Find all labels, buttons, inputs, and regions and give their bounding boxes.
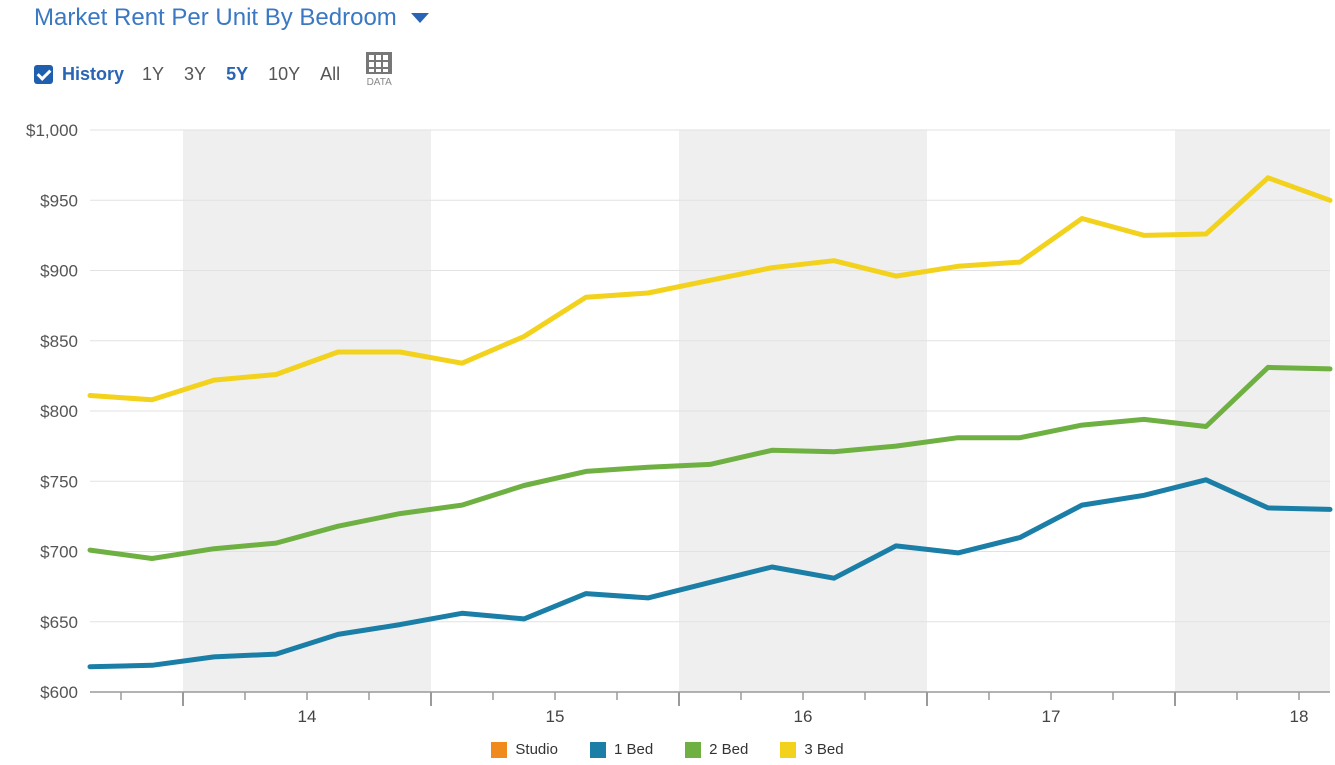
range-3y-button[interactable]: 3Y bbox=[184, 63, 207, 84]
legend-swatch-studio bbox=[491, 741, 508, 758]
legend-item-1-bed[interactable]: 1 Bed bbox=[589, 741, 654, 758]
range-10y-button[interactable]: 10Y bbox=[268, 63, 301, 84]
grid-icon bbox=[366, 52, 393, 74]
range-5y-button[interactable]: 5Y bbox=[226, 63, 249, 84]
line-chart: $600 $650 $700 $750 $800 $850 $900 $950 $1,000 14… bbox=[26, 121, 1333, 726]
x-tick-label: 15 bbox=[546, 707, 565, 726]
legend-label-2-bed: 2 Bed bbox=[709, 741, 749, 758]
y-tick-label: $750 bbox=[40, 472, 78, 491]
legend-item-studio[interactable]: Studio bbox=[491, 741, 558, 758]
chart-legend: Studio 1 Bed 2 Bed 3 Bed bbox=[0, 741, 1335, 758]
legend-item-3-bed[interactable]: 3 Bed bbox=[780, 741, 844, 758]
y-tick-label: $900 bbox=[40, 262, 78, 281]
legend-label-studio: Studio bbox=[515, 741, 558, 758]
title-dropdown-icon[interactable] bbox=[410, 13, 429, 23]
x-tick-label: 18 bbox=[1290, 707, 1309, 726]
range-1y-button[interactable]: 1Y bbox=[142, 63, 165, 84]
x-tick-label: 16 bbox=[794, 707, 813, 726]
chart-title: Market Rent Per Unit By Bedroom bbox=[34, 4, 397, 31]
y-tick-label: $800 bbox=[40, 402, 78, 421]
y-tick-label: $1,000 bbox=[26, 121, 78, 140]
legend-label-1-bed: 1 Bed bbox=[613, 741, 654, 758]
y-tick-label: $650 bbox=[40, 613, 78, 632]
chart-header: Market Rent Per Unit By Bedroom bbox=[34, 4, 429, 32]
chart-toolbar: History 1Y 3Y 5Y 10Y All DATA bbox=[34, 52, 393, 88]
series-line-3-bed bbox=[87, 175, 1333, 403]
series-line-2-bed bbox=[87, 364, 1333, 561]
history-label[interactable]: History bbox=[62, 63, 125, 84]
history-checkbox[interactable] bbox=[34, 64, 53, 84]
series-line-1-bed bbox=[87, 477, 1333, 670]
y-tick-label: $950 bbox=[40, 191, 78, 210]
y-tick-label: $600 bbox=[40, 683, 78, 702]
legend-swatch-2-bed bbox=[685, 741, 702, 758]
range-all-button[interactable]: All bbox=[320, 63, 341, 84]
legend-swatch-3-bed bbox=[780, 741, 797, 758]
x-tick-label: 17 bbox=[1042, 707, 1061, 726]
legend-swatch-1-bed bbox=[589, 741, 606, 758]
y-tick-label: $700 bbox=[40, 543, 78, 562]
x-tick-label: 14 bbox=[298, 707, 317, 726]
data-table-button[interactable]: DATA bbox=[366, 52, 393, 88]
y-tick-label: $850 bbox=[40, 332, 78, 351]
legend-label-3-bed: 3 Bed bbox=[804, 741, 844, 758]
legend-item-2-bed[interactable]: 2 Bed bbox=[685, 741, 748, 758]
data-button-label: DATA bbox=[366, 77, 392, 88]
